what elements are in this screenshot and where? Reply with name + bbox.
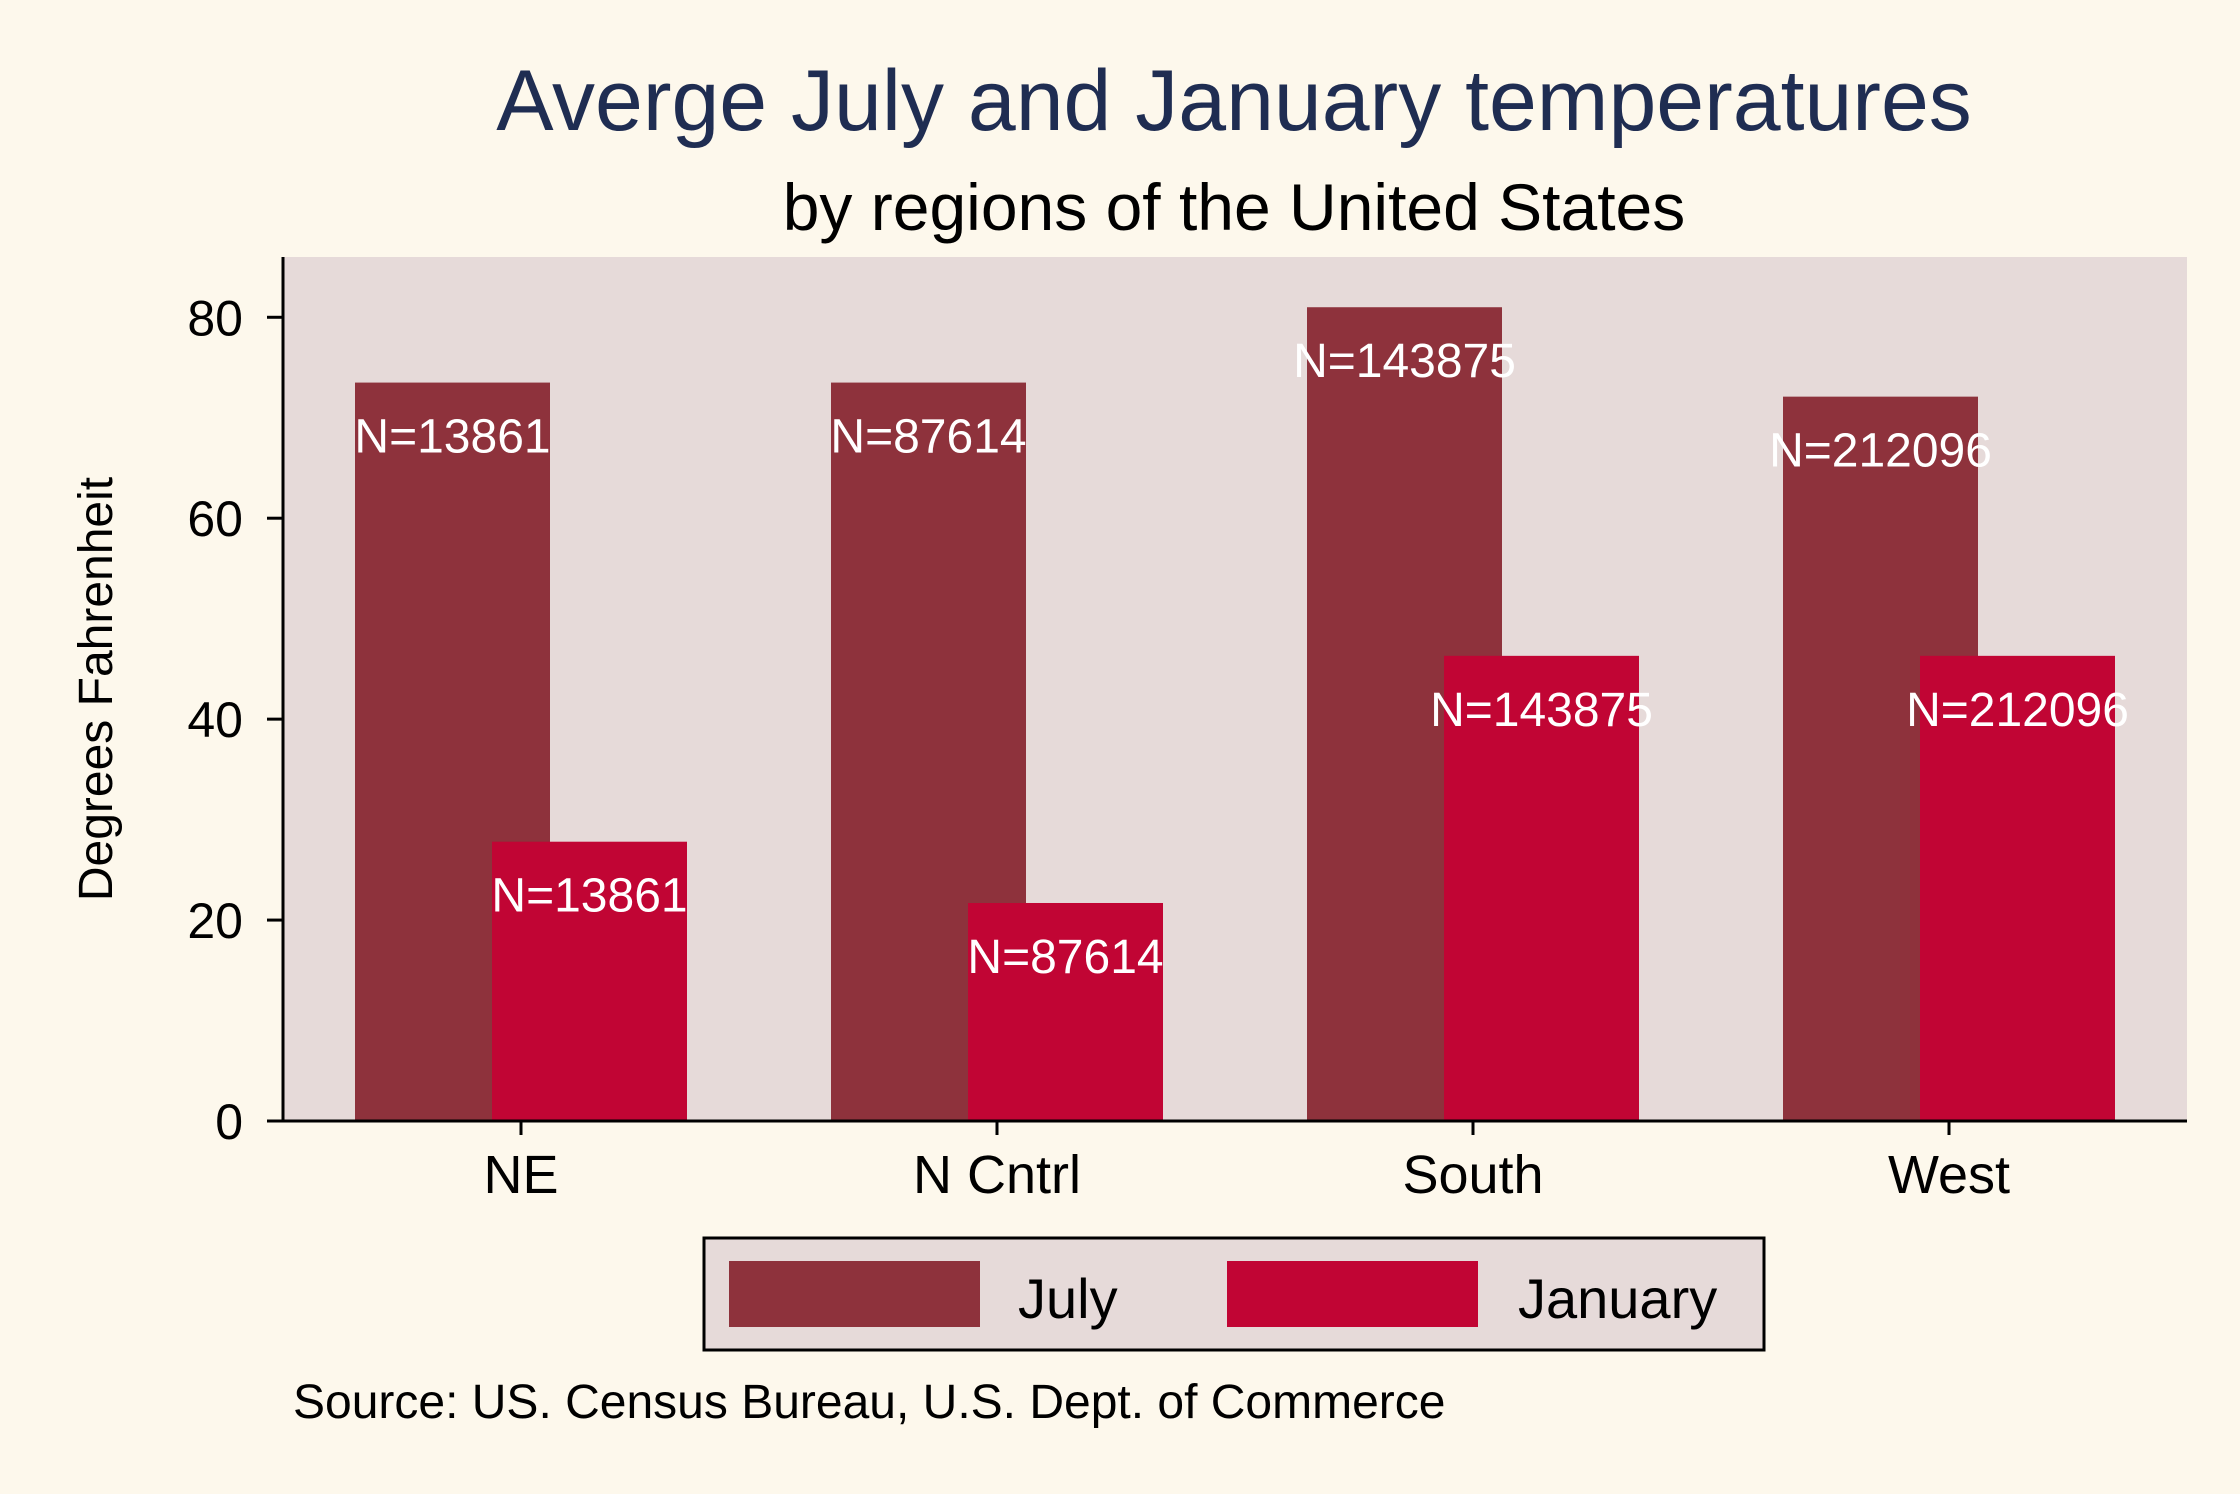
source-note: Source: US. Census Bureau, U.S. Dept. of… (293, 1376, 1445, 1429)
bar-january-ne (492, 841, 687, 1121)
bar-january-west (1920, 655, 2115, 1121)
bar-label-january-n-cntrl: N=87614 (967, 931, 1163, 984)
bar-label-january-south: N=143875 (1430, 684, 1653, 737)
chart-subtitle: by regions of the United States (783, 170, 1686, 244)
x-ticks-group: NE N Cntrl South West (483, 1121, 2010, 1205)
bar-label-july-west: N=212096 (1769, 425, 1992, 478)
legend-swatch-january (1227, 1261, 1478, 1327)
y-tick-label: 0 (215, 1094, 243, 1150)
legend-label-july: July (1018, 1267, 1118, 1330)
x-tick-label: South (1402, 1145, 1543, 1205)
x-tick-label: NE (483, 1145, 558, 1205)
legend-label-january: January (1518, 1267, 1717, 1330)
bar-january-n-cntrl (968, 902, 1163, 1121)
x-tick-label: N Cntrl (913, 1145, 1081, 1205)
bars-group (355, 307, 2115, 1122)
chart-title: Averge July and January temperatures (496, 53, 1972, 149)
bar-january-south (1444, 655, 1639, 1121)
bar-label-july-n-cntrl: N=87614 (830, 411, 1026, 464)
bar-label-january-ne: N=13861 (491, 870, 687, 923)
y-axis-label: Degrees Fahrenheit (70, 477, 123, 901)
y-tick-label: 80 (187, 290, 243, 346)
bar-label-july-ne: N=13861 (354, 411, 550, 464)
y-tick-label: 40 (187, 692, 243, 748)
y-ticks-group: 0 20 40 60 80 (187, 290, 283, 1150)
bar-labels-group: N=13861 N=13861 N=87614 N=87614 N=143875 N=14… (354, 335, 2129, 984)
legend-swatch-july (729, 1261, 980, 1327)
y-tick-label: 20 (187, 893, 243, 949)
y-tick-label: 60 (187, 491, 243, 547)
legend: July January (702, 1236, 1766, 1352)
bar-label-july-south: N=143875 (1293, 335, 1516, 388)
bar-label-january-west: N=212096 (1906, 684, 2129, 737)
x-tick-label: West (1888, 1145, 2010, 1205)
